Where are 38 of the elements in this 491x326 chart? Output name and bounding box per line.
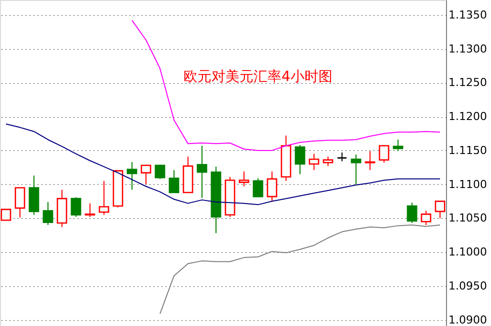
y-tick-label: 1.1100 xyxy=(448,178,487,191)
candlestick xyxy=(238,170,250,187)
candlestick xyxy=(168,170,180,194)
candlestick xyxy=(434,200,446,219)
y-tick-label: 1.1300 xyxy=(448,42,487,56)
candlestick xyxy=(350,154,362,185)
candlestick xyxy=(378,144,390,164)
candlestick xyxy=(14,187,26,218)
y-tick-label: 1.1050 xyxy=(448,212,487,225)
candlestick xyxy=(364,150,376,171)
candlestick xyxy=(308,153,320,171)
candlestick xyxy=(70,196,82,218)
y-tick-label: 1.0950 xyxy=(448,280,487,293)
candlestick xyxy=(322,156,334,167)
candlestick xyxy=(196,145,208,198)
line-series xyxy=(5,124,441,206)
candlestick xyxy=(336,152,348,162)
candlestick xyxy=(154,164,166,180)
candlestick xyxy=(98,180,110,216)
candlestick xyxy=(392,139,404,152)
candlestick xyxy=(252,178,264,198)
candlestick xyxy=(140,164,152,185)
y-tick-label: 1.1250 xyxy=(448,76,487,90)
candlestick xyxy=(406,202,418,224)
candlestick xyxy=(294,144,306,175)
candlestick xyxy=(28,175,40,216)
candlestick xyxy=(266,170,278,202)
y-tick-label: 1.1350 xyxy=(448,8,487,22)
y-tick-label: 1.1150 xyxy=(448,144,487,157)
y-tick-label: 1.0900 xyxy=(448,313,487,326)
y-tick-label: 1.1200 xyxy=(448,110,487,124)
y-tick-label: 1.1000 xyxy=(448,246,487,259)
candlestick xyxy=(42,201,54,226)
text: 欧元对美元汇率4小时图 xyxy=(184,69,332,85)
candlestick xyxy=(126,161,138,190)
candlestick xyxy=(84,202,96,218)
line-series xyxy=(131,20,441,151)
candlestick xyxy=(420,210,432,226)
